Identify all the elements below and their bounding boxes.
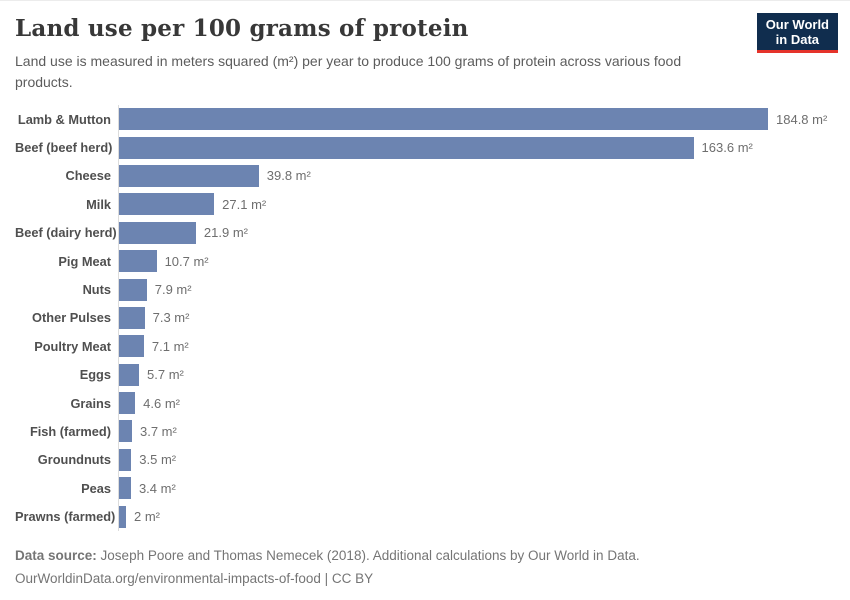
bar[interactable] [119, 221, 196, 244]
chart-subtitle: Land use is measured in meters squared (… [15, 53, 682, 90]
category-label: Fish (farmed) [29, 423, 111, 439]
bar-area: 27.1 m² [118, 190, 835, 219]
bar-area: 184.8 m² [118, 105, 835, 134]
category-label: Peas [81, 480, 111, 496]
chart-footer: Data source: Joseph Poore and Thomas Nem… [15, 545, 640, 590]
bar-chart: Lamb & Mutton 184.8 m² Beef (beef herd) 163… [15, 105, 835, 531]
owid-logo[interactable]: Our World in Data [756, 13, 838, 53]
chart-row: Lamb & Mutton 184.8 m² [15, 105, 835, 134]
chart-row: Groundnuts 3.5 m² [15, 445, 835, 475]
category-label: Groundnuts [37, 452, 111, 468]
bar-area: 7.1 m² [118, 332, 835, 361]
bar[interactable] [119, 448, 132, 471]
bar-area: 5.7 m² [118, 360, 835, 389]
bar[interactable] [119, 108, 768, 131]
bar-area: 3.4 m² [118, 474, 835, 503]
chart-row: Beef (dairy herd) 21.9 m² [15, 218, 835, 247]
value-label: 27.1 m² [222, 196, 267, 212]
logo-line1: Our World [765, 17, 829, 32]
chart-row: Peas 3.4 m² [15, 474, 835, 503]
value-label: 3.5 m² [139, 452, 177, 468]
bar-area: 10.7 m² [118, 246, 835, 276]
chart-row: Prawns (farmed) 2 m² [15, 502, 835, 531]
chart-row: Milk 27.1 m² [15, 190, 835, 219]
bar-area: 2 m² [118, 502, 835, 531]
category-label: Grains [70, 395, 111, 411]
category-label: Poultry Meat [34, 338, 111, 354]
chart-row: Other Pulses 7.3 m² [15, 303, 835, 333]
chart-title: Land use per 100 grams of protein [15, 15, 469, 42]
bar-area: 7.3 m² [118, 303, 835, 333]
value-label: 2 m² [134, 509, 161, 525]
bar-area: 7.9 m² [118, 275, 835, 304]
bar-area: 39.8 m² [118, 161, 835, 191]
value-label: 184.8 m² [776, 111, 828, 127]
bar[interactable] [119, 278, 147, 301]
category-label: Nuts [82, 282, 111, 298]
bar[interactable] [119, 335, 144, 358]
value-label: 39.8 m² [266, 168, 311, 184]
footer-link: OurWorldinData.org/environmental-impacts… [15, 570, 374, 586]
bar[interactable] [119, 164, 259, 187]
chart-row: Fish (farmed) 3.7 m² [15, 417, 835, 446]
value-label: 3.7 m² [139, 423, 177, 439]
category-label: Other Pulses [32, 310, 111, 326]
bar[interactable] [119, 477, 131, 500]
category-label: Prawns (farmed) [15, 509, 116, 525]
bar-area: 3.5 m² [118, 445, 835, 475]
bar[interactable] [119, 505, 127, 528]
value-label: 10.7 m² [164, 253, 209, 269]
chart-header: Land use per 100 grams of protein Land u… [0, 1, 850, 93]
bar-area: 4.6 m² [118, 388, 835, 418]
chart-row: Pig Meat 10.7 m² [15, 246, 835, 276]
category-label: Eggs [79, 367, 111, 383]
bar[interactable] [119, 392, 136, 415]
category-label: Milk [86, 196, 111, 212]
value-label: 3.4 m² [138, 480, 176, 496]
value-label: 4.6 m² [143, 395, 180, 411]
chart-row: Cheese 39.8 m² [15, 161, 835, 191]
bar[interactable] [119, 363, 140, 386]
bar[interactable] [119, 306, 145, 329]
value-label: 7.1 m² [151, 338, 189, 354]
chart-row: Nuts 7.9 m² [15, 275, 835, 304]
data-source-text: Joseph Poore and Thomas Nemecek (2018). … [100, 548, 640, 563]
category-label: Pig Meat [58, 253, 111, 269]
chart-row: Grains 4.6 m² [15, 388, 835, 418]
bar[interactable] [119, 136, 694, 159]
value-label: 7.3 m² [152, 310, 190, 326]
chart-row: Beef (beef herd) 163.6 m² [15, 133, 835, 162]
data-source-line: Data source: Joseph Poore and Thomas Nem… [15, 545, 640, 568]
value-label: 5.7 m² [147, 367, 184, 383]
value-label: 163.6 m² [701, 140, 753, 156]
bar-area: 163.6 m² [118, 133, 835, 162]
chart-row: Eggs 5.7 m² [15, 360, 835, 389]
bar-area: 21.9 m² [118, 218, 835, 247]
logo-line2: in Data [775, 32, 820, 47]
value-label: 7.9 m² [154, 282, 192, 298]
data-source-label: Data source: [15, 548, 97, 563]
category-label: Lamb & Mutton [17, 111, 111, 127]
bar[interactable] [119, 420, 132, 443]
bar[interactable] [119, 193, 215, 216]
category-label: Cheese [65, 168, 111, 184]
category-label: Beef (beef herd) [15, 140, 113, 156]
bar-area: 3.7 m² [118, 417, 835, 446]
bar[interactable] [119, 250, 157, 273]
value-label: 21.9 m² [203, 225, 248, 241]
chart-row: Poultry Meat 7.1 m² [15, 332, 835, 361]
category-label: Beef (dairy herd) [15, 225, 117, 241]
